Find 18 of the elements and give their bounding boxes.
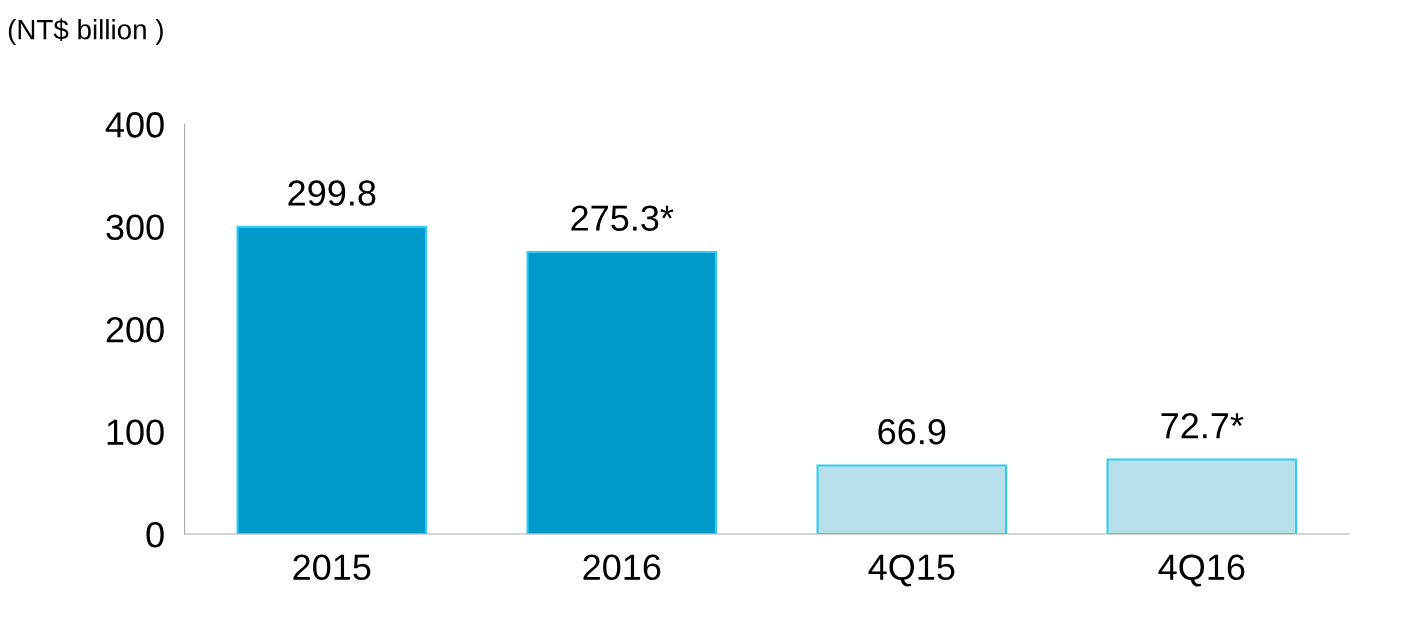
bar	[816, 464, 1008, 535]
y-tick-label: 300	[106, 214, 164, 241]
data-label: 299.8	[288, 180, 376, 206]
x-tick-label: 4Q16	[1158, 554, 1245, 587]
y-tick-label: 200	[106, 317, 164, 343]
bar	[1106, 458, 1298, 535]
bar	[526, 250, 718, 535]
data-label: 275.3*	[571, 205, 674, 231]
y-tick-label: 0	[146, 521, 164, 548]
data-label: 66.9	[878, 418, 946, 445]
x-tick-label: 2015	[293, 554, 371, 581]
x-tick-label: 2016	[583, 554, 661, 581]
x-tick-label: 4Q15	[868, 554, 955, 587]
bar	[236, 225, 428, 535]
y-axis-title: (NT$ billion )	[8, 18, 163, 45]
data-label: 72.7*	[1161, 412, 1244, 439]
y-tick-label: 100	[107, 419, 164, 446]
y-tick-label: 400	[105, 112, 164, 138]
